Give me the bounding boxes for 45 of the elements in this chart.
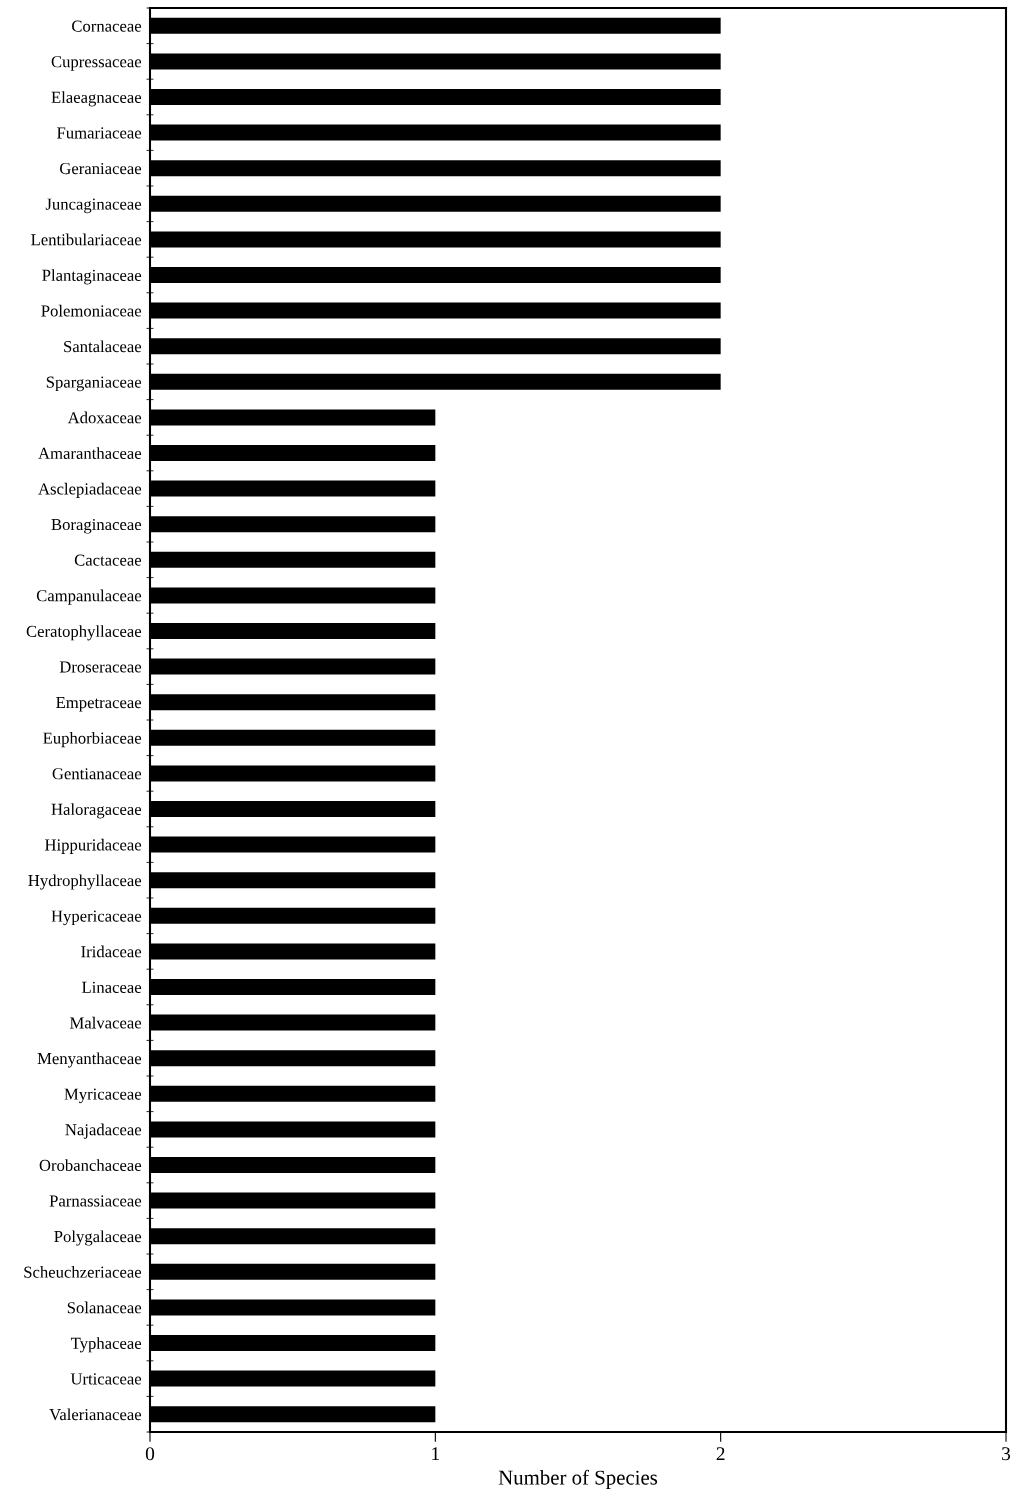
y-tick-label: Cupressaceae [51,56,142,71]
y-tick-label: Menyanthaceae [37,1052,142,1068]
y-tick-label: Gentianaceae [52,768,142,780]
y-tick-label: Plantaginaceae [42,269,142,285]
y-tick-label: Geraniaceae [60,162,142,175]
y-tick-label: Orobanchaceae [39,1159,142,1171]
y-tick-label: Polygalaceae [54,1230,142,1246]
y-tick-label: Hydrophyllaceae [28,874,142,890]
x-tick-label: 2 [716,1447,725,1461]
x-tick-label: 0 [145,1447,155,1461]
y-tick-label: Solanaceae [67,1301,142,1314]
y-tick-label: Polemoniaceae [41,304,142,317]
x-tick-label: 3 [1002,1447,1011,1461]
y-tick-label: Malvaceae [69,1016,142,1029]
y-tick-label: Iridaceae [81,945,142,958]
y-tick-label: Ceratophyllaceae [26,625,142,641]
y-tick-label: Myricaceae [64,1088,142,1104]
y-tick-label: Campanulaceae [36,589,142,605]
y-tick-label: Haloragaceae [51,803,142,819]
y-tick-label: Najadaceae [65,1123,142,1139]
y-tick-label: Linaceae [82,981,142,993]
y-tick-label: Fumariaceae [57,127,142,139]
y-tick-label: Santalaceae [64,340,142,353]
y-tick-label: Juncaginaceae [45,198,142,214]
y-tick-label: Euphorbiaceae [43,732,142,748]
y-tick-label: Cornaceae [72,20,142,32]
y-tick-label: Lentibulariaceae [31,233,142,246]
y-tick-label: Hypericaceae [51,910,142,926]
y-tick-label: Parnassiaceae [49,1195,142,1207]
y-tick-label: Hippuridaceae [44,838,142,854]
y-tick-label: Scheuchzeriaceae [24,1266,142,1278]
y-tick-label: Cactaceae [74,554,142,566]
x-axis-title: Number of Species [498,1469,658,1489]
y-tick-label: Droseraceae [59,661,142,673]
y-tick-label: Elaeagnaceae [51,91,142,107]
x-tick-label: 1 [432,1447,440,1461]
y-tick-label: Valerianaceae [49,1408,142,1421]
y-tick-label: Empetraceae [56,697,142,712]
y-tick-label: Typhaceae [70,1337,142,1353]
y-tick-label: Amaranthaceae [38,447,142,459]
y-tick-label: Urticaceae [70,1373,142,1385]
y-tick-label: Boraginaceae [51,518,142,534]
y-tick-label: Asclepiadaceae [38,482,142,498]
y-tick-label: Sparganiaceae [46,376,142,392]
y-tick-label: Adoxaceae [67,411,142,424]
